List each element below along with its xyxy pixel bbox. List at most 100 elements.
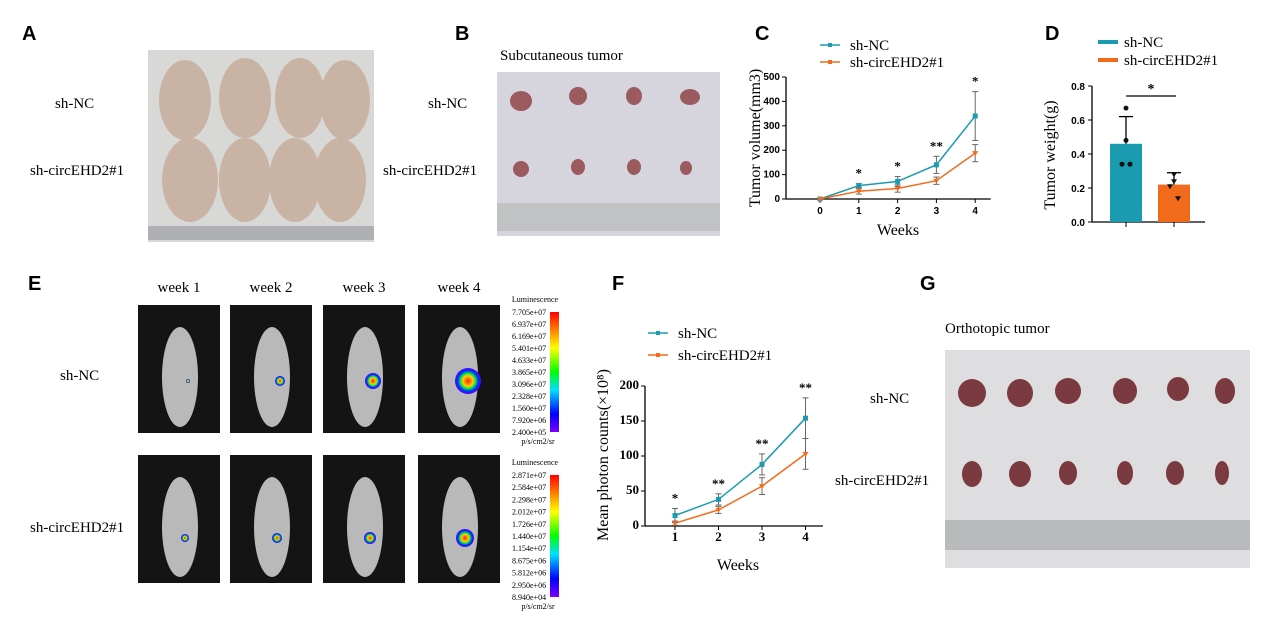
colorbar-tick: 6.937e+07 bbox=[512, 320, 546, 329]
x-tick-label: 3 bbox=[759, 529, 766, 544]
data-point bbox=[1119, 161, 1125, 167]
y-axis-title: Mean photon counts(×10⁸) bbox=[595, 369, 612, 541]
data-point bbox=[817, 197, 823, 202]
legend-label: sh-NC bbox=[678, 326, 717, 342]
colorbar bbox=[550, 312, 559, 432]
x-tick-label: 0 bbox=[817, 206, 823, 217]
significance-mark: ** bbox=[756, 436, 769, 451]
row-label-nc: sh-NC bbox=[60, 368, 99, 384]
y-tick-label: 0 bbox=[633, 517, 640, 532]
panel-title-b: Subcutaneous tumor bbox=[500, 48, 623, 64]
x-axis-title: Weeks bbox=[877, 222, 919, 239]
luminescence-signal bbox=[181, 534, 189, 542]
colorbar-unit: p/s/cm2/sr bbox=[521, 437, 555, 446]
panel-label-f: F bbox=[612, 273, 624, 295]
panel-label-c: C bbox=[755, 23, 769, 45]
chart-photon-counts: 0 50 100 150 200 1 2 3 4 Weeks Mean photon counts(… bbox=[595, 326, 823, 574]
row-label-circ: sh-circEHD2#1 bbox=[383, 163, 477, 179]
colorbar-unit: p/s/cm2/sr bbox=[521, 602, 555, 611]
mouse-silhouette bbox=[162, 477, 198, 577]
colorbar-tick: 2.012e+07 bbox=[512, 508, 546, 517]
y-tick-label: 150 bbox=[620, 412, 640, 427]
colorbar-tick: 2.400e+05 bbox=[512, 428, 546, 437]
data-point bbox=[803, 415, 808, 421]
colorbar-tick: 3.096e+07 bbox=[512, 380, 546, 389]
panel-label-d: D bbox=[1045, 23, 1059, 45]
y-tick-label: 50 bbox=[626, 482, 639, 497]
x-tick-label: 4 bbox=[972, 206, 978, 217]
mouse-silhouette bbox=[347, 327, 383, 427]
x-tick-label: 1 bbox=[856, 206, 862, 217]
luminescence-signal bbox=[365, 373, 381, 389]
data-point bbox=[933, 162, 939, 168]
panel-label-g: G bbox=[920, 273, 936, 295]
x-tick-label: 3 bbox=[934, 206, 940, 217]
significance-mark: * bbox=[1148, 82, 1155, 97]
y-tick-label: 0.0 bbox=[1071, 218, 1085, 229]
week-label: week 4 bbox=[438, 280, 481, 296]
data-point bbox=[672, 513, 678, 518]
y-tick-label: 0.4 bbox=[1071, 150, 1085, 161]
week-label: week 2 bbox=[250, 280, 293, 296]
chart-tumor-volume: 0 100 200 300 400 500 0 1 2 3 4 Weeks Tumor volume(m… bbox=[747, 38, 991, 239]
colorbar-tick: 4.633e+07 bbox=[512, 356, 546, 365]
colorbar-tick: 7.705e+07 bbox=[512, 308, 546, 317]
row-label-nc: sh-NC bbox=[55, 96, 94, 112]
colorbar-tick: 5.812e+06 bbox=[512, 569, 546, 578]
significance-mark: * bbox=[894, 159, 901, 174]
data-point bbox=[856, 183, 862, 189]
colorbar-tick: 2.871e+07 bbox=[512, 471, 546, 480]
colorbar-tick: 5.401e+07 bbox=[512, 344, 546, 353]
significance-mark: * bbox=[672, 491, 679, 506]
mouse-silhouette bbox=[254, 477, 290, 577]
series-line-nc bbox=[674, 417, 807, 517]
legend-label: sh-NC bbox=[1124, 35, 1163, 51]
panel-b: B Subcutaneous tumor sh-NC sh-circEHD2#1 bbox=[383, 23, 720, 236]
luminescence-signal bbox=[186, 379, 190, 383]
luminescence-signal bbox=[456, 529, 474, 547]
colorbar-tick: 8.675e+06 bbox=[512, 556, 546, 565]
y-tick-label: 0.6 bbox=[1071, 116, 1085, 127]
y-tick-label: 200 bbox=[763, 145, 780, 156]
ruler bbox=[945, 520, 1250, 550]
legend-marker bbox=[828, 60, 832, 64]
data-point bbox=[895, 178, 901, 184]
colorbar-tick: 3.865e+07 bbox=[512, 368, 546, 377]
row-label-circ: sh-circEHD2#1 bbox=[835, 473, 929, 489]
data-point bbox=[855, 189, 862, 195]
week-label: week 3 bbox=[343, 280, 386, 296]
data-point bbox=[1175, 196, 1181, 202]
legend-swatch bbox=[1098, 58, 1118, 62]
week-label: week 1 bbox=[158, 280, 201, 296]
bar-nc bbox=[1110, 143, 1142, 222]
mouse-silhouette bbox=[347, 477, 383, 577]
x-axis-title: Weeks bbox=[717, 557, 759, 574]
mouse-silhouette bbox=[442, 477, 478, 577]
colorbar-tick: 7.920e+06 bbox=[512, 416, 546, 425]
data-point bbox=[972, 151, 979, 157]
data-point bbox=[933, 178, 940, 184]
panel-label-b: B bbox=[455, 23, 469, 45]
colorbar-tick: 2.584e+07 bbox=[512, 483, 546, 492]
panel-g: G Orthotopic tumor sh-NC sh-circEHD2#1 bbox=[835, 273, 1250, 568]
data-point bbox=[759, 484, 765, 490]
panel-e: E sh-NC sh-circEHD2#1 week 1 week 2 week 3… bbox=[28, 273, 559, 611]
legend-marker bbox=[656, 331, 660, 335]
x-tick-label: 2 bbox=[895, 206, 901, 217]
mouse-silhouette bbox=[162, 327, 198, 427]
legend-marker bbox=[656, 353, 660, 357]
y-tick-label: 300 bbox=[763, 121, 780, 132]
colorbar-title: Luminescence bbox=[512, 458, 559, 467]
legend-swatch bbox=[1098, 40, 1118, 44]
legend-marker bbox=[828, 43, 832, 47]
series-line-circ bbox=[674, 453, 806, 524]
bar-circ bbox=[1158, 184, 1190, 222]
ruler bbox=[497, 203, 720, 231]
row-label-nc: sh-NC bbox=[870, 391, 909, 407]
significance-mark: ** bbox=[799, 380, 812, 395]
y-tick-label: 100 bbox=[620, 447, 640, 462]
colorbar-tick: 2.328e+07 bbox=[512, 392, 546, 401]
luminescence-signal bbox=[272, 533, 282, 543]
data-point bbox=[1167, 184, 1173, 190]
